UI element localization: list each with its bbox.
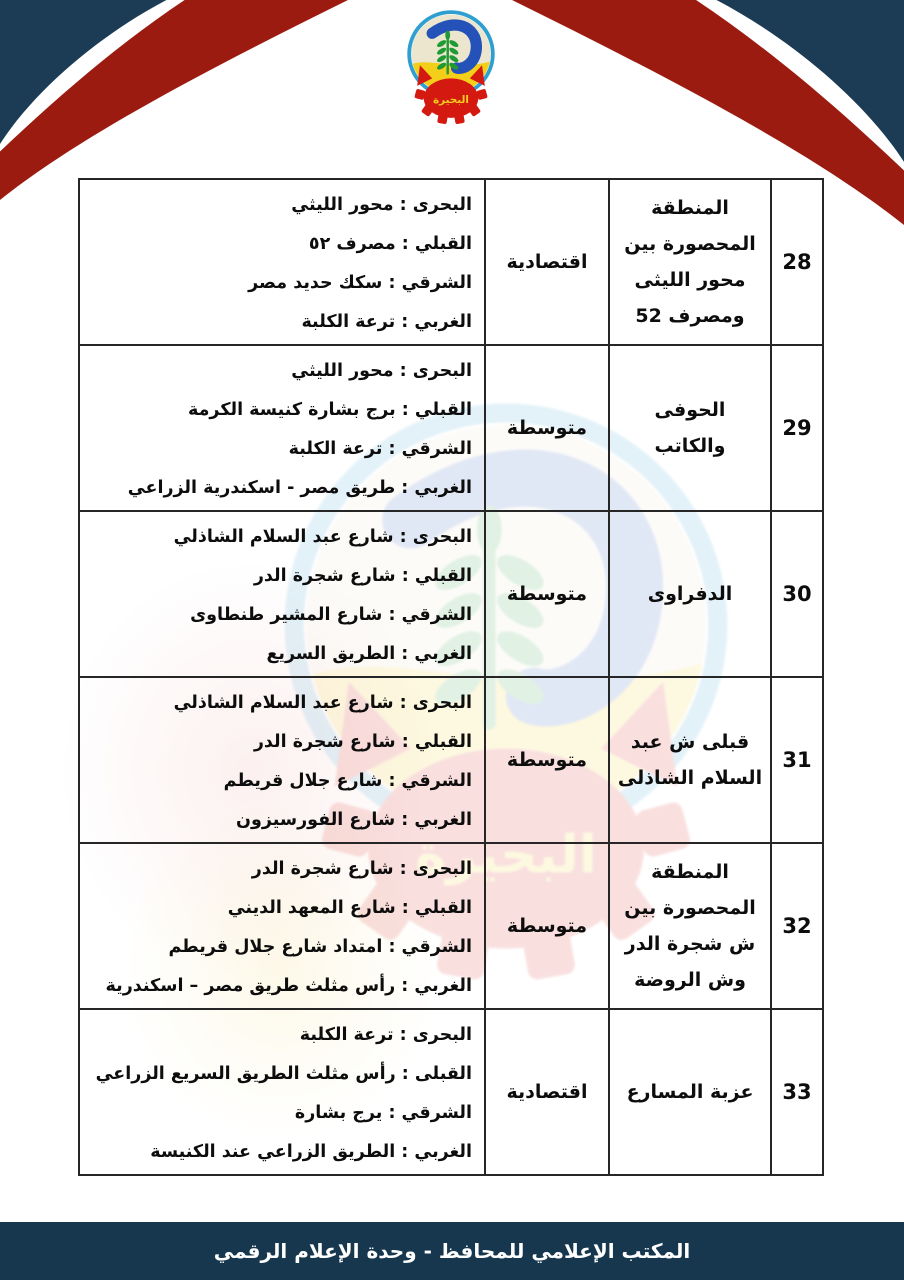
boundary-west: الغربي : شارع الفورسيزون (236, 810, 472, 830)
boundary-east: الشرقي : شارع المشير طنطاوى (190, 605, 472, 625)
logo-canal (426, 19, 483, 74)
boundary-east: الشرقي : شارع جلال قريطم (223, 771, 472, 791)
boundary-east: الشرقي : ترعة الكلبة (288, 439, 472, 459)
areas-table: 28 المنطقة المحصورة بين محور الليثى ومصر… (78, 178, 824, 1176)
boundary-north: البحرى : محور الليثي (291, 195, 472, 215)
logo-text: البحيرة (433, 94, 469, 106)
boundary-south: القبلي : شارع شجرة الدر (253, 732, 472, 752)
area-boundaries: البحرى : ترعة الكلبة القبلى : رأس مثلث ا… (78, 1008, 486, 1176)
area-category: متوسطة (484, 676, 610, 844)
footer-text: المكتب الإعلامي للمحافظ - وحدة الإعلام ا… (213, 1239, 691, 1263)
area-name: الدفراوى (608, 510, 772, 678)
boundary-north: البحرى : ترعة الكلبة (299, 1025, 472, 1045)
boundary-east: الشرقي : سكك حديد مصر (248, 273, 472, 293)
boundary-west: الغربي : الطريق الزراعي عند الكنيسة (150, 1142, 472, 1162)
area-category: اقتصادية (484, 1008, 610, 1176)
row-number: 30 (770, 510, 824, 678)
area-boundaries: البحرى : محور الليثي القبلي : برج بشارة … (78, 344, 486, 512)
table-row: 29 الحوفى والكاتب متوسطة البحرى : محور ا… (78, 344, 824, 512)
boundary-north: البحرى : شارع عبد السلام الشاذلي (173, 693, 472, 713)
boundary-east: الشرقي : يرج بشارة (294, 1103, 472, 1123)
area-name: المنطقة المحصورة بين محور الليثى ومصرف 5… (608, 178, 772, 346)
boundary-south: القبلى : رأس مثلث الطريق السريع الزراعي (95, 1064, 472, 1084)
area-name: قبلى ش عبد السلام الشاذلى (608, 676, 772, 844)
row-number: 33 (770, 1008, 824, 1176)
boundary-north: البحرى : محور الليثي (291, 361, 472, 381)
area-category: متوسطة (484, 842, 610, 1010)
boundary-north: البحرى : شارع شجرة الدر (251, 859, 472, 879)
boundary-east: الشرقي : امتداد شارع جلال قريطم (168, 937, 472, 957)
area-boundaries: البحرى : شارع شجرة الدر القبلي : شارع ال… (78, 842, 486, 1010)
boundary-west: الغربي : الطريق السريع (266, 644, 472, 664)
boundary-south: القبلي : شارع المعهد الديني (227, 898, 472, 918)
table-row: 33 عزبة المسارع اقتصادية البحرى : ترعة ا… (78, 1008, 824, 1176)
area-boundaries: البحرى : محور الليثي القبلي : مصرف ٥٢ ال… (78, 178, 486, 346)
boundary-north: البحرى : شارع عبد السلام الشاذلي (173, 527, 472, 547)
beheira-governorate-logo: البحيرة (407, 10, 495, 124)
area-boundaries: البحرى : شارع عبد السلام الشاذلي القبلي … (78, 676, 486, 844)
area-boundaries: البحرى : شارع عبد السلام الشاذلي القبلي … (78, 510, 486, 678)
boundary-west: الغربي : رأس مثلث طريق مصر – اسكندرية (105, 976, 472, 996)
boundary-west: الغربي : طريق مصر - اسكندرية الزراعي (127, 478, 472, 498)
row-number: 29 (770, 344, 824, 512)
area-category: اقتصادية (484, 178, 610, 346)
boundary-west: الغربي : ترعة الكلبة (301, 312, 472, 332)
table-row: 32 المنطقة المحصورة بين ش شجرة الدر وش ا… (78, 842, 824, 1010)
boundary-south: القبلي : شارع شجرة الدر (253, 566, 472, 586)
area-name: عزبة المسارع (608, 1008, 772, 1176)
row-number: 28 (770, 178, 824, 346)
logo-gear (414, 65, 488, 124)
table-row: 28 المنطقة المحصورة بين محور الليثى ومصر… (78, 178, 824, 346)
logo-wheat (437, 30, 459, 75)
header-swoosh-left-decoration (0, 0, 348, 200)
footer-bar: المكتب الإعلامي للمحافظ - وحدة الإعلام ا… (0, 1222, 904, 1280)
area-category: متوسطة (484, 344, 610, 512)
row-number: 32 (770, 842, 824, 1010)
area-category: متوسطة (484, 510, 610, 678)
area-name: المنطقة المحصورة بين ش شجرة الدر وش الرو… (608, 842, 772, 1010)
boundary-south: القبلي : مصرف ٥٢ (308, 234, 472, 254)
row-number: 31 (770, 676, 824, 844)
table-row: 31 قبلى ش عبد السلام الشاذلى متوسطة البح… (78, 676, 824, 844)
boundary-south: القبلي : برج بشارة كنيسة الكرمة (187, 400, 472, 420)
table-row: 30 الدفراوى متوسطة البحرى : شارع عبد الس… (78, 510, 824, 678)
area-name: الحوفى والكاتب (608, 344, 772, 512)
